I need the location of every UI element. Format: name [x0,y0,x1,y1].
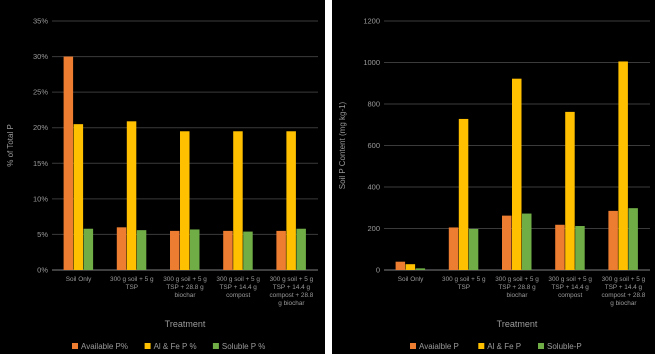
x-tick-label: 300 g soil + 5 g [216,276,260,283]
bar [180,131,190,270]
legend-label: Avaialble P [419,342,459,351]
legend-swatch [212,343,219,349]
x-tick-label: biochar [507,292,529,299]
y-tick-label: 30% [33,52,48,61]
bar [468,228,479,270]
x-tick-label: biochar [175,292,197,299]
y-tick-label: 400 [367,183,380,192]
bar [448,227,459,270]
x-tick-label: TSP + 14.4 g [552,284,590,291]
bar [286,131,296,270]
bar [608,210,618,270]
chart-panel-left: 0% 5% 10% 15% 20% 25% 30% 35% Soil Only 300 g soi… [0,0,325,354]
legend-label: Soluble-P [547,342,582,351]
x-tick-label: 300 g soil + 5 g [602,276,646,283]
x-tick-label: 300 g soil + 5 g [442,276,486,283]
y-axis-label: % of Total P [6,124,15,167]
y-tick-label: 1200 [363,17,380,26]
y-tick-label: 35% [33,17,48,26]
x-tick-label: TSP [126,284,138,291]
x-tick-label: TSP + 28.8 g [166,284,204,291]
bar [83,228,94,270]
legend-swatch [478,343,485,349]
x-tick-label: g biochar [278,300,305,307]
bar [415,268,426,270]
bar [296,228,306,270]
y-tick-label: 5% [37,230,48,239]
x-tick-label: compost + 28.8 [601,292,645,299]
legend-swatch [410,343,416,349]
bar [618,61,628,271]
bar [522,213,532,270]
x-tick-label: TSP + 14.4 g [220,284,258,291]
bar [126,121,137,270]
legend-swatch [144,343,151,349]
x-tick-label: TSP + 14.4 g [605,284,643,291]
bar [223,230,233,270]
bar [136,230,147,270]
x-tick-label: Soil Only [398,276,424,283]
bar [458,118,469,270]
legend-label: Al & Fe P [487,342,521,351]
x-tick-label: compost [558,292,582,299]
bar [555,224,565,270]
x-axis-label: Treatment [497,319,538,329]
x-tick-label: 300 g soil + 5 g [270,276,314,283]
legend-swatch [72,343,78,349]
x-tick-label: TSP + 14.4 g [273,284,311,291]
x-tick-label: g biochar [610,300,637,307]
bar [190,229,200,270]
bar [170,230,180,270]
x-tick-label: compost [226,292,250,299]
x-tick-label: 300 g soil + 5 g [110,276,154,283]
bar [63,56,74,271]
x-tick-label: Soil Only [66,276,92,283]
y-tick-label: 800 [367,100,380,109]
y-tick-label: 200 [367,224,380,233]
x-tick-label: compost + 28.8 [269,292,313,299]
percent-of-total-p-chart: 0% 5% 10% 15% 20% 25% 30% 35% Soil Only 300 g soi… [6,17,318,351]
y-tick-label: 20% [33,123,48,132]
y-tick-label: 0 [376,266,380,275]
legend-label: Soluble P % [222,342,265,351]
x-tick-label: 300 g soil + 5 g [163,276,207,283]
chart-panel-right: 0 200 400 600 800 1000 1200 Soil Only 300 g soil… [332,0,655,354]
bar [565,111,575,270]
bar [575,226,585,270]
bar [628,208,638,270]
y-tick-label: 0% [37,266,48,275]
soil-p-content-chart: 0 200 400 600 800 1000 1200 Soil Only 300 g soil… [338,17,650,351]
y-axis-label: Soil P Content (mg kg-1) [338,101,347,189]
bar [502,215,512,270]
bar [512,78,522,270]
x-tick-label: TSP [458,284,470,291]
bar [233,131,243,270]
bar [73,124,84,271]
bar [276,230,286,270]
legend-swatch [538,343,544,349]
bar [243,231,253,270]
y-tick-label: 600 [367,141,380,150]
legend-label: Al & Fe P % [154,342,197,351]
bar [395,261,406,270]
y-tick-label: 25% [33,88,48,97]
x-tick-label: 300 g soil + 5 g [548,276,592,283]
x-tick-label: TSP + 28.8 g [498,284,536,291]
y-tick-label: 1000 [363,58,380,67]
bar [116,227,127,270]
y-tick-label: 10% [33,194,48,203]
y-tick-label: 15% [33,159,48,168]
x-tick-label: 300 g soil + 5 g [495,276,539,283]
bar [405,264,416,270]
x-axis-label: Treatment [165,319,206,329]
legend-label: Available P% [81,342,128,351]
